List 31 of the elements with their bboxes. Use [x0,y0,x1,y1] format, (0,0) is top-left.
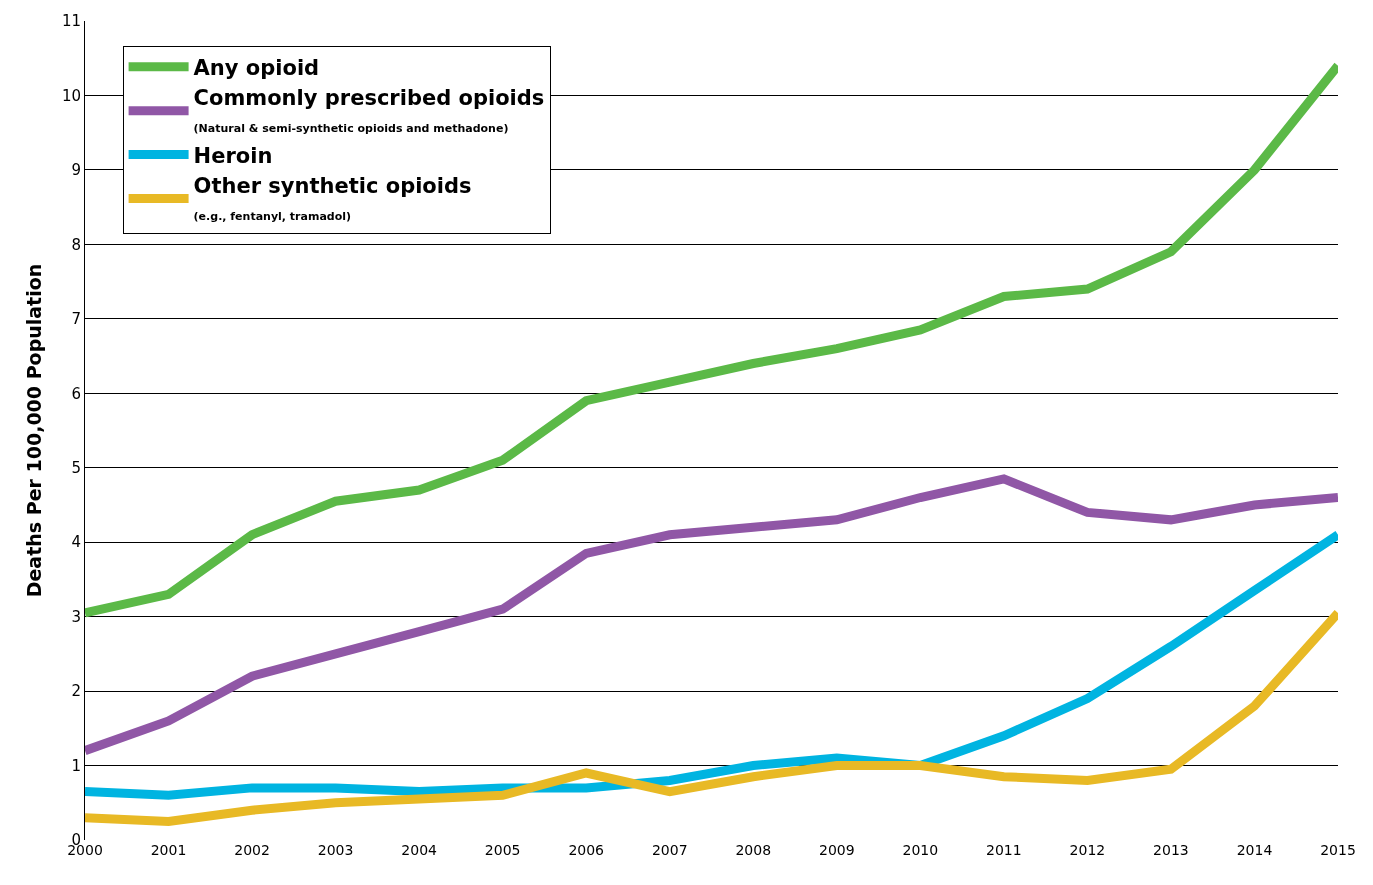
y-tick-label: 3 [71,607,81,626]
x-tick-label: 2014 [1236,842,1273,858]
x-tick-label: 2010 [902,842,939,858]
y-axis-title: Deaths Per 100,000 Population [22,263,45,598]
x-tick-label: 2008 [735,842,772,858]
x-tick-label: 2002 [234,842,270,858]
y-tick-label: 10 [61,86,81,105]
x-tick-label: 2009 [818,842,855,858]
x-tick-label: 2013 [1153,842,1189,858]
legend-label: Heroin [193,143,273,168]
x-tick-label: 2003 [317,842,354,858]
legend-label: Other synthetic opioids (e.g., fentanyl, tramadol) [193,174,472,224]
x-tick-label: 2011 [986,842,1022,858]
y-tick-label: 1 [71,756,81,775]
x-tick-label: 2005 [484,842,521,858]
y-tick-label: 6 [71,384,81,403]
y-tick-label: 7 [71,310,81,329]
x-tick-label: 2006 [568,842,605,858]
y-tick-label: 4 [71,533,81,552]
y-tick-label: 5 [71,458,81,477]
y-tick-label: 8 [71,235,81,254]
x-tick-label: 2015 [1320,842,1356,858]
legend-label: Any opioid [193,55,320,80]
y-tick-label: 11 [61,12,81,31]
x-tick-label: 2012 [1069,842,1106,858]
x-tick-label: 2001 [150,842,187,858]
x-tick-label: 2004 [401,842,438,858]
legend-label: Commonly prescribed opioids (Natural & semi-synthetic opioids and methadone) [193,86,545,136]
y-tick-label: 9 [71,161,81,180]
y-tick-label: 2 [71,682,81,701]
x-tick-label: 2007 [651,842,688,858]
